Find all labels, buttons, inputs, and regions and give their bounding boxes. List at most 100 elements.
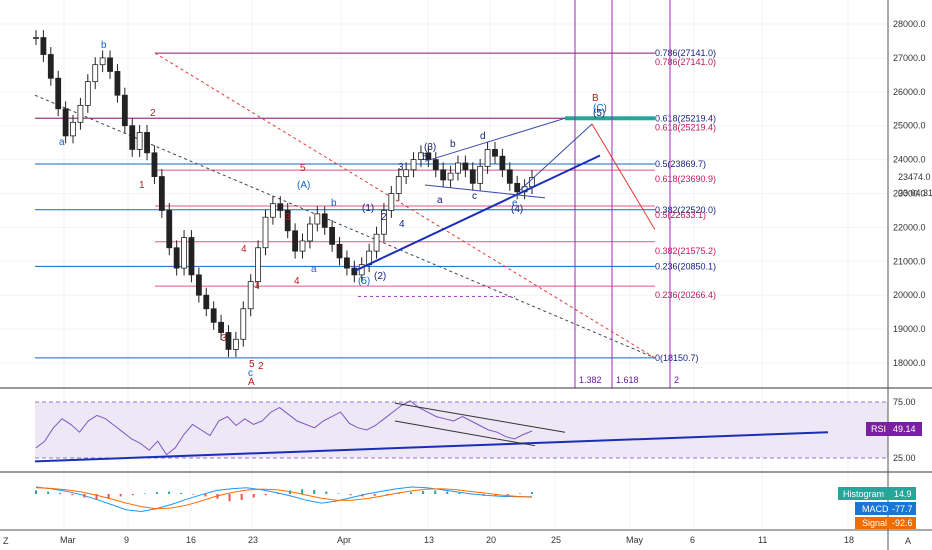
price-candle <box>188 237 195 276</box>
price-candle <box>455 162 461 174</box>
wave-label: (2) <box>374 271 386 282</box>
price-candle <box>247 281 254 310</box>
price-candle <box>225 332 232 350</box>
price-candle <box>329 226 336 245</box>
macd-histogram-bar <box>155 492 158 494</box>
price-candle <box>440 169 447 181</box>
extension-label: 2 <box>674 375 679 385</box>
rsi-channel-line <box>394 420 536 447</box>
rsi-badge: RSI 49.14 <box>866 422 922 436</box>
macd-histogram-bar <box>228 494 231 502</box>
price-tick-label: 26000.0 <box>893 87 926 97</box>
time-tick-label: Mar <box>60 535 76 545</box>
histogram-label: Histogram <box>843 489 884 499</box>
price-candle <box>447 172 454 181</box>
macd-histogram-bar <box>446 491 449 494</box>
price-candle <box>107 57 113 72</box>
price-candle <box>395 176 402 194</box>
price-candle <box>388 193 395 211</box>
time-tick-label: 23 <box>248 535 258 545</box>
macd-histogram-bar <box>71 494 74 496</box>
macd-histogram-bar <box>397 493 400 494</box>
macd-histogram-bar <box>264 494 267 496</box>
price-tick-label: 20000.0 <box>893 290 926 300</box>
forecast-arrow-down <box>591 123 656 231</box>
fib-level-label: 0.786(27141.0) <box>655 48 716 58</box>
forecast-arrow-up <box>519 123 593 191</box>
macd-histogram-bar <box>385 494 388 495</box>
macd-line <box>35 486 533 513</box>
wave-label: b <box>331 198 337 209</box>
rsi-series-line <box>35 400 533 456</box>
price-tick-label: 24000.0 <box>893 155 926 165</box>
wave-label: (4) <box>511 204 523 215</box>
wave-label: 4 <box>294 276 300 287</box>
auto-scale-toggle[interactable]: A <box>905 536 911 546</box>
wave-label: (A) <box>297 180 310 191</box>
price-candle <box>484 149 491 167</box>
macd-histogram-bar <box>168 491 171 494</box>
macd-histogram-bar <box>131 494 134 496</box>
macd-histogram-bar <box>216 494 219 499</box>
price-candle <box>277 203 284 211</box>
price-tick-label: 27000.0 <box>893 53 926 63</box>
rsi-pane[interactable] <box>34 400 888 463</box>
log-scale-toggle[interactable]: Z <box>3 536 9 546</box>
rsi-band <box>35 402 888 458</box>
macd-histogram-bar <box>192 494 195 495</box>
price-candle <box>506 169 513 184</box>
price-candle <box>514 182 521 193</box>
time-tick-label: 25 <box>551 535 561 545</box>
signal-value: -92.6 <box>892 518 913 528</box>
price-candle <box>218 321 224 333</box>
price-pane[interactable]: 0.786(27141.0) 0.618(25219.4) 0.5(23869.7)… <box>33 0 717 388</box>
fib-level-label: 0.236(20266.4) <box>655 290 716 300</box>
fib-level-label: 0.236(20850.1) <box>655 261 716 271</box>
wave-label: e <box>512 198 518 209</box>
wave-label: 2 <box>258 361 264 372</box>
price-candle <box>307 223 313 242</box>
macd-histogram-bar <box>107 494 110 499</box>
wave-label: B <box>592 93 599 104</box>
fib-level-label: 0(18150.7) <box>655 353 699 363</box>
macd-histogram-bar <box>119 494 122 497</box>
support-trendline <box>354 154 601 272</box>
extension-label: 1.382 <box>579 375 602 385</box>
rsi-channel-line <box>394 402 566 433</box>
price-tick-label: 19000.0 <box>893 324 926 334</box>
wave-label: a <box>437 195 443 206</box>
wave-label: b <box>101 40 107 51</box>
macd-legend: Histogram 14.9 MACD -77.7 Signal -92.6 <box>838 487 916 529</box>
current-price-label: 23474.0 <box>898 172 931 182</box>
price-candle <box>144 132 150 154</box>
price-candle <box>47 54 54 79</box>
price-candle <box>99 57 106 66</box>
macd-histogram-bar <box>95 494 98 500</box>
macd-value: -77.7 <box>892 504 913 514</box>
fib-level-label: 0.382(22520.0) <box>655 205 716 215</box>
histogram-value: 14.9 <box>894 489 912 499</box>
price-candle <box>121 94 128 127</box>
time-tick-label: May <box>626 535 644 545</box>
rsi-tick-label: 25.00 <box>893 453 916 463</box>
wave-label: (3) <box>424 142 436 153</box>
macd-histogram-bar <box>422 491 425 494</box>
macd-histogram-bar <box>143 493 146 494</box>
price-candle <box>351 267 358 276</box>
wave-label: (5) <box>358 276 370 287</box>
wave-label: (1) <box>362 203 374 214</box>
price-candle <box>255 247 261 283</box>
macd-pane[interactable] <box>35 486 533 513</box>
dashed-trendline <box>34 94 656 359</box>
macd-histogram-bar <box>240 494 243 500</box>
macd-histogram-bar <box>373 494 376 496</box>
price-candle <box>166 210 173 249</box>
price-candle <box>151 152 158 177</box>
fib-level-label: 0.382(21575.2) <box>655 246 716 256</box>
macd-histogram-bar <box>204 494 207 497</box>
price-candle <box>62 108 69 137</box>
price-candle <box>321 213 328 228</box>
price-candle <box>203 294 210 310</box>
macd-histogram-bar <box>47 491 50 494</box>
